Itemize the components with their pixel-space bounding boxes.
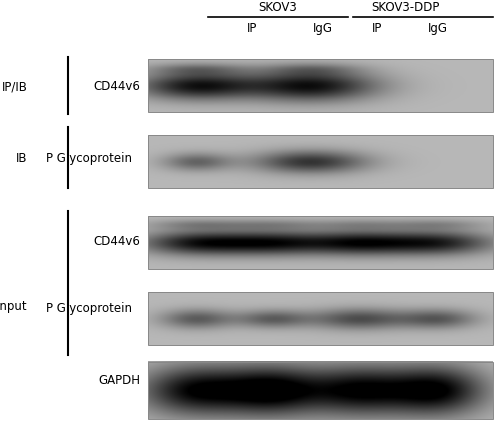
Text: IgG: IgG: [428, 22, 448, 35]
Text: P Glycoprotein: P Glycoprotein: [46, 152, 132, 165]
Bar: [148, 216, 492, 269]
Text: CD44v6: CD44v6: [93, 80, 140, 93]
Bar: [148, 292, 492, 345]
Bar: [148, 59, 492, 112]
Bar: [148, 135, 492, 188]
Text: GAPDH: GAPDH: [98, 374, 140, 387]
Bar: [148, 362, 492, 419]
Text: IP: IP: [248, 22, 258, 35]
Text: P Glycoprotein: P Glycoprotein: [46, 302, 132, 315]
Text: SKOV3-DDP: SKOV3-DDP: [371, 0, 439, 14]
Text: IP: IP: [372, 22, 382, 35]
Text: SKOV3: SKOV3: [258, 0, 297, 14]
Text: IP/IB: IP/IB: [2, 80, 28, 93]
Text: IgG: IgG: [312, 22, 332, 35]
Text: Input: Input: [0, 300, 28, 313]
Text: CD44v6: CD44v6: [93, 235, 140, 247]
Text: IB: IB: [16, 152, 28, 165]
